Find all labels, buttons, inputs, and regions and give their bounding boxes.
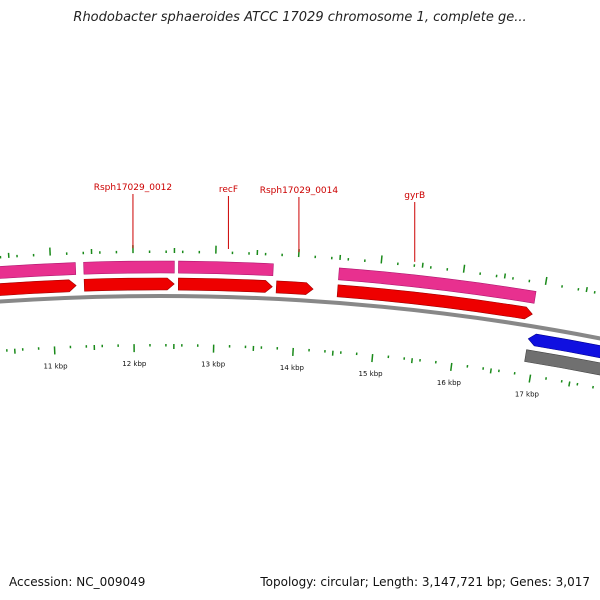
inner-tick-mark — [410, 358, 414, 364]
gene-label[interactable]: gyrB — [404, 191, 425, 201]
cds-outer-band — [178, 260, 274, 277]
gene-arrow-forward — [177, 277, 273, 293]
cds-outer-band — [83, 260, 175, 275]
topology-text: Topology: circular; Length: 3,147,721 bp… — [260, 575, 590, 589]
gene-label[interactable]: Rsph17029_0014 — [260, 186, 339, 196]
inner-tick-mark — [528, 374, 532, 383]
outer-tick-mark — [503, 273, 507, 279]
outer-tick-mark — [585, 286, 588, 293]
tick-labels: 11 kbp 12 kbp 13 kbp 14 kbp 15 kbp 16 kbp 17 k… — [43, 360, 539, 398]
outer-tick-mark — [544, 276, 548, 286]
backbone-arc — [0, 294, 600, 341]
kbp-tick-label: 17 kbp — [515, 390, 540, 398]
outer-tick-mark — [421, 262, 424, 268]
kbp-tick-label: 11 kbp — [43, 362, 68, 370]
gene-arrow-reverse — [527, 333, 600, 359]
outer-tick-mark — [380, 255, 383, 264]
inner-tick-mark — [568, 381, 571, 387]
gene-arrow-forward — [0, 279, 77, 296]
gene-label[interactable]: recF — [219, 185, 238, 195]
inner-tick-mark — [489, 368, 492, 374]
cds-reverse-band — [524, 349, 600, 376]
cds-outer-band — [0, 262, 77, 279]
kbp-tick-label: 15 kbp — [359, 370, 384, 378]
map-title: Rhodobacter sphaeroides ATCC 17029 chrom… — [73, 10, 527, 25]
gene-labels: Rsph17029_0012 recF Rsph17029_0014 gyrB — [94, 183, 425, 262]
kbp-tick-label: 12 kbp — [122, 360, 147, 368]
tick-marks — [0, 245, 596, 389]
kbp-tick-label: 14 kbp — [280, 364, 305, 372]
gene-label[interactable]: Rsph17029_0012 — [94, 183, 172, 193]
outer-tick-mark — [462, 264, 466, 273]
gene-features — [0, 260, 600, 376]
inner-tick-mark — [371, 353, 374, 363]
gene-arrow-forward — [83, 277, 175, 292]
accession-text: Accession: NC_009049 — [9, 575, 146, 589]
genome-backbone — [0, 294, 600, 341]
kbp-tick-label: 13 kbp — [201, 361, 226, 369]
gene-arrow-forward — [275, 280, 314, 295]
gene-arrow-forward — [336, 284, 533, 320]
cds-outer-band — [338, 267, 537, 304]
kbp-tick-label: 16 kbp — [437, 379, 462, 387]
inner-tick-mark — [450, 362, 453, 371]
